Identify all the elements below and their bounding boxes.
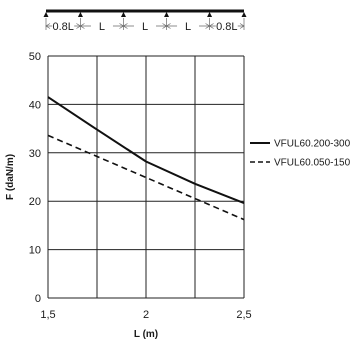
y-axis-title: F (daN/m) — [5, 154, 16, 200]
dimension-arrow-left-1 — [79, 23, 85, 29]
x-axis-title: L (m) — [134, 329, 158, 340]
y-tick-label: 40 — [29, 99, 41, 111]
dimension-arrow-left-0 — [45, 23, 51, 29]
x-tick-label: 2,5 — [236, 309, 251, 321]
span-label-0: 0.8L — [53, 21, 74, 33]
legend-label-1: VFUL60.050-150 — [274, 158, 351, 169]
legend-label-0: VFUL60.200-300 — [274, 139, 351, 150]
support-triangle-3 — [164, 12, 170, 17]
span-label-bg-3 — [177, 18, 200, 33]
y-tick-label: 0 — [35, 293, 41, 305]
legend: VFUL60.200-300 VFUL60.050-150 — [250, 139, 351, 169]
dimension-arrow-left-3 — [165, 23, 171, 29]
dimension-arrow-right-4 — [239, 23, 245, 29]
span-label-3: L — [185, 21, 191, 33]
span-label-1: L — [99, 21, 105, 33]
y-tick-label: 20 — [29, 196, 41, 208]
axes: 0 10 20 30 40 50 1,5 2 2,5 L (m) F (daN/m) — [5, 51, 252, 340]
support-triangle-4 — [207, 12, 213, 17]
x-tick-label: 1,5 — [40, 309, 55, 321]
span-label-bg-4 — [215, 18, 238, 33]
span-label-bg-2 — [134, 18, 156, 33]
grid — [47, 55, 245, 299]
support-triangle-5 — [241, 12, 247, 17]
series-group — [47, 96, 245, 221]
span-label-bg-1 — [90, 18, 113, 33]
series-line-0 — [47, 96, 245, 205]
dimension-arrow-left-4 — [208, 23, 214, 29]
y-tick-label: 30 — [29, 148, 41, 160]
span-label-4: 0.8L — [216, 21, 237, 33]
span-label-bg-0 — [52, 18, 75, 33]
support-triangle-1 — [77, 12, 83, 17]
y-tick-label: 10 — [29, 245, 41, 257]
support-triangle-0 — [43, 12, 49, 17]
span-label-2: L — [142, 21, 148, 33]
dimension-arrow-left-2 — [122, 23, 128, 29]
span-diagram: 0.8L L L L 0.8L — [43, 9, 247, 33]
series-line-1 — [47, 134, 245, 221]
support-triangle-2 — [120, 12, 126, 17]
x-tick-label: 2 — [143, 309, 149, 321]
y-tick-label: 50 — [29, 51, 41, 63]
